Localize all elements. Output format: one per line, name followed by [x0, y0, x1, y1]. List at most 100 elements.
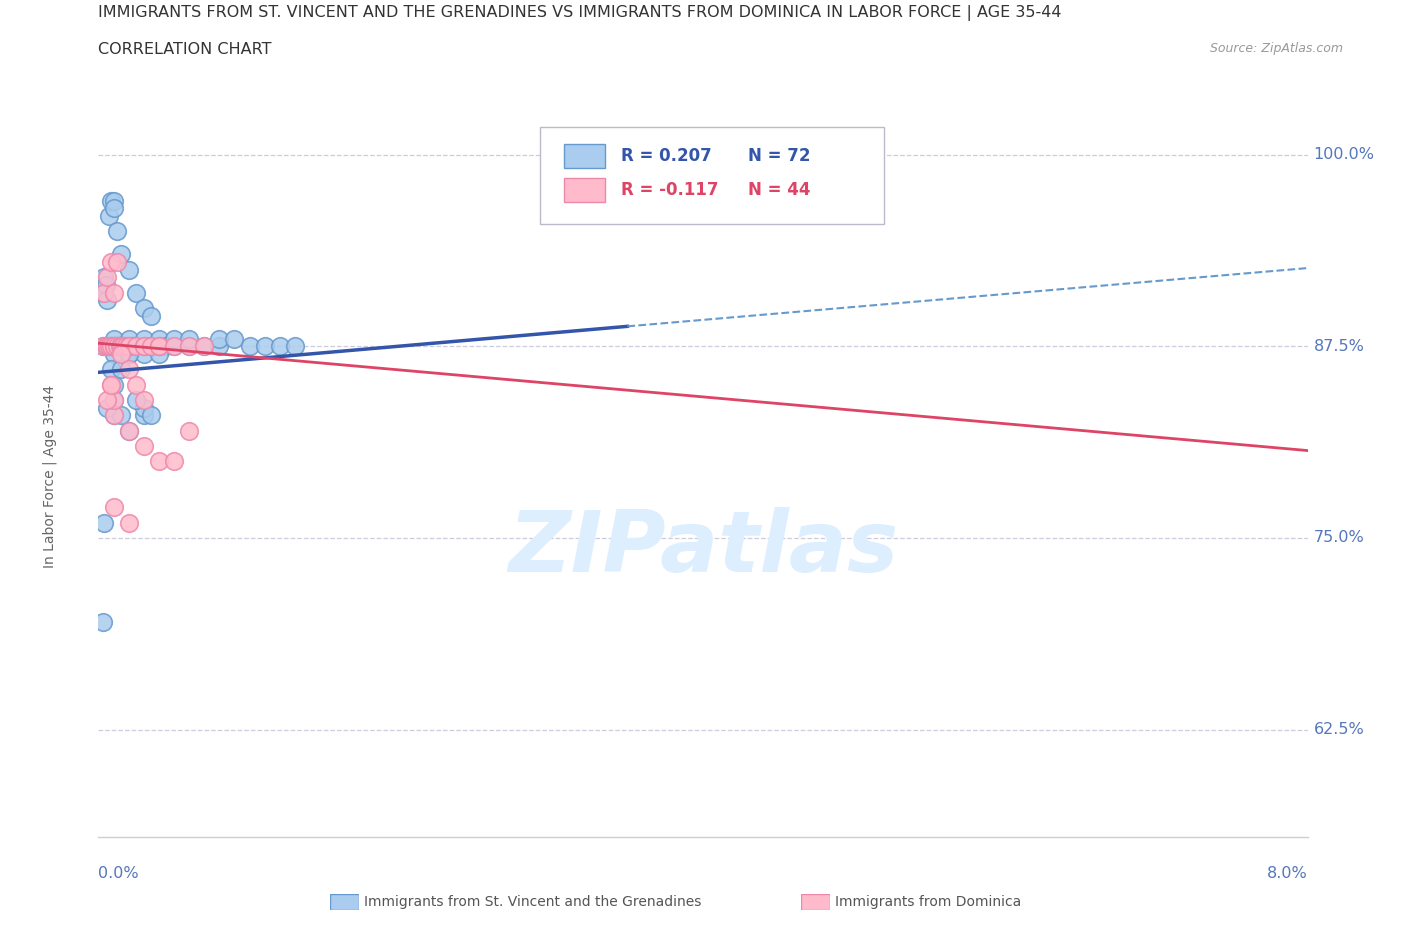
Point — [179, 423, 201, 438]
Text: 100.0%: 100.0% — [1313, 147, 1375, 162]
Point — [94, 277, 117, 292]
Point — [148, 339, 170, 353]
Text: R = -0.117: R = -0.117 — [621, 180, 718, 199]
Point — [118, 347, 141, 362]
Point — [132, 408, 155, 423]
Text: N = 72: N = 72 — [748, 147, 810, 165]
Point — [100, 378, 122, 392]
Point — [208, 331, 231, 346]
Point — [118, 423, 141, 438]
FancyBboxPatch shape — [564, 143, 605, 168]
Text: Immigrants from Dominica: Immigrants from Dominica — [835, 895, 1021, 910]
Text: ZIPatlas: ZIPatlas — [508, 507, 898, 591]
Point — [193, 339, 215, 353]
Point — [125, 392, 148, 407]
Point — [103, 392, 125, 407]
Point — [93, 270, 115, 285]
Point — [132, 392, 155, 407]
Point — [132, 439, 155, 454]
Point — [125, 286, 148, 300]
Point — [103, 339, 125, 353]
Point — [100, 362, 122, 377]
Point — [105, 339, 128, 353]
Point — [148, 331, 170, 346]
Point — [110, 362, 132, 377]
Point — [269, 339, 291, 353]
Point — [193, 339, 215, 353]
Point — [103, 408, 125, 423]
Point — [112, 339, 135, 353]
Point — [118, 331, 141, 346]
Point — [125, 339, 148, 353]
Point — [148, 339, 170, 353]
Text: 75.0%: 75.0% — [1313, 530, 1364, 546]
Point — [96, 293, 118, 308]
Point — [103, 331, 125, 346]
Point — [148, 454, 170, 469]
Point — [110, 246, 132, 261]
Point — [101, 339, 124, 353]
Point — [103, 378, 125, 392]
Point — [132, 339, 155, 353]
Text: 87.5%: 87.5% — [1313, 339, 1364, 353]
Point — [103, 392, 125, 407]
Point — [179, 331, 201, 346]
Text: Source: ZipAtlas.com: Source: ZipAtlas.com — [1209, 42, 1343, 55]
Point — [125, 378, 148, 392]
Point — [103, 347, 125, 362]
Point — [103, 408, 125, 423]
Point — [103, 339, 125, 353]
Point — [118, 347, 141, 362]
Point — [93, 515, 115, 530]
Point — [148, 339, 170, 353]
Point — [125, 339, 148, 353]
Point — [93, 286, 115, 300]
Point — [105, 224, 128, 239]
Point — [103, 201, 125, 216]
Text: IMMIGRANTS FROM ST. VINCENT AND THE GRENADINES VS IMMIGRANTS FROM DOMINICA IN LA: IMMIGRANTS FROM ST. VINCENT AND THE GREN… — [98, 5, 1062, 20]
Point — [163, 331, 186, 346]
Point — [114, 339, 136, 353]
Point — [110, 347, 132, 362]
Text: 0.0%: 0.0% — [98, 866, 139, 881]
Point — [163, 339, 186, 353]
Point — [110, 339, 132, 353]
Point — [163, 339, 186, 353]
Point — [111, 339, 134, 353]
Point — [91, 339, 114, 353]
Point — [132, 339, 155, 353]
Point — [118, 262, 141, 277]
Point — [96, 392, 118, 407]
FancyBboxPatch shape — [540, 127, 884, 224]
Text: 8.0%: 8.0% — [1267, 866, 1308, 881]
Point — [108, 339, 131, 353]
Point — [118, 339, 141, 353]
Point — [103, 286, 125, 300]
Point — [132, 339, 155, 353]
Text: 62.5%: 62.5% — [1313, 723, 1364, 737]
Point — [253, 339, 276, 353]
Point — [239, 339, 262, 353]
Point — [110, 339, 132, 353]
Point — [103, 499, 125, 514]
Point — [103, 339, 125, 353]
FancyBboxPatch shape — [564, 178, 605, 202]
Point — [141, 339, 163, 353]
Point — [110, 408, 132, 423]
Point — [105, 255, 128, 270]
Point — [98, 339, 121, 353]
Point — [94, 339, 117, 353]
Text: N = 44: N = 44 — [748, 180, 810, 199]
Point — [103, 339, 125, 353]
Point — [98, 208, 121, 223]
Point — [100, 339, 122, 353]
Point — [96, 400, 118, 415]
Point — [100, 339, 122, 353]
Point — [208, 339, 231, 353]
Point — [114, 339, 136, 353]
Point — [105, 339, 128, 353]
Point — [108, 339, 131, 353]
Point — [96, 339, 118, 353]
Point — [141, 339, 163, 353]
Point — [100, 378, 122, 392]
